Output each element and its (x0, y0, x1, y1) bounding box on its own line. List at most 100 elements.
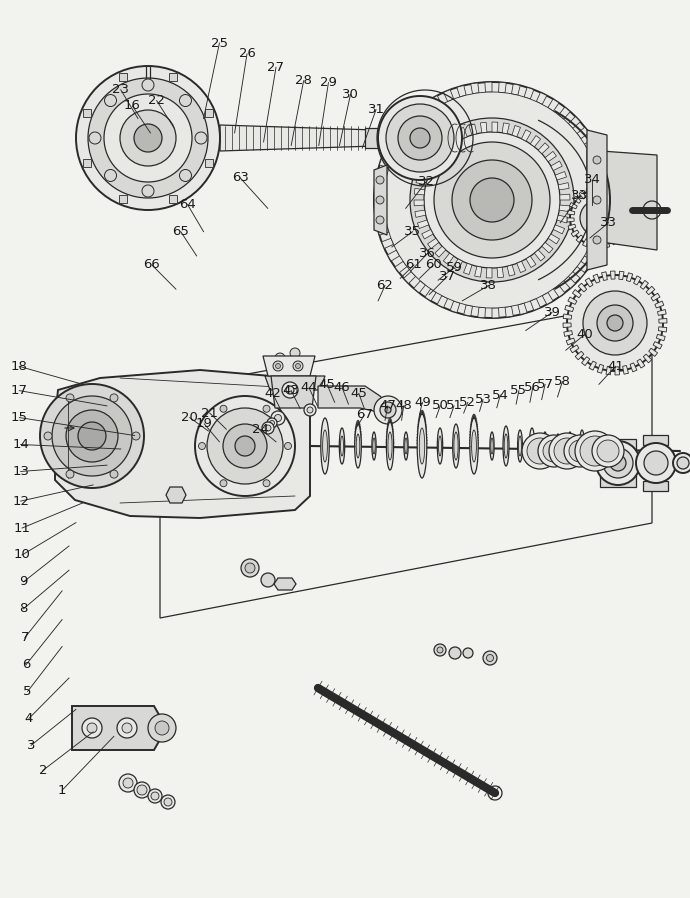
Polygon shape (569, 203, 578, 209)
Circle shape (616, 309, 644, 337)
Polygon shape (606, 366, 611, 374)
Polygon shape (428, 238, 439, 249)
Bar (169, 195, 177, 203)
Ellipse shape (580, 430, 584, 462)
Polygon shape (582, 239, 589, 247)
Polygon shape (404, 271, 415, 284)
Polygon shape (464, 263, 472, 275)
Circle shape (241, 559, 259, 577)
Polygon shape (569, 117, 580, 128)
Polygon shape (597, 219, 608, 228)
Circle shape (270, 420, 275, 426)
Ellipse shape (531, 436, 533, 456)
Ellipse shape (453, 424, 460, 468)
Ellipse shape (581, 437, 583, 455)
Circle shape (66, 394, 74, 402)
Polygon shape (431, 147, 442, 158)
Text: 35: 35 (404, 225, 421, 238)
Text: 47: 47 (380, 400, 396, 412)
Circle shape (66, 471, 74, 478)
Circle shape (567, 275, 663, 371)
Ellipse shape (544, 438, 546, 454)
Polygon shape (621, 221, 629, 226)
Ellipse shape (529, 428, 535, 464)
Circle shape (376, 216, 384, 224)
Polygon shape (553, 285, 565, 297)
Polygon shape (582, 357, 590, 365)
Polygon shape (477, 307, 486, 318)
Polygon shape (417, 220, 428, 228)
Text: 15: 15 (11, 411, 28, 424)
Circle shape (262, 422, 274, 434)
Ellipse shape (372, 432, 376, 460)
Polygon shape (388, 251, 400, 261)
Polygon shape (555, 172, 566, 180)
Polygon shape (408, 111, 420, 124)
Polygon shape (274, 578, 296, 590)
Circle shape (575, 431, 615, 471)
Circle shape (134, 124, 162, 152)
Ellipse shape (405, 438, 407, 454)
Polygon shape (617, 199, 625, 206)
Polygon shape (619, 271, 624, 279)
Polygon shape (271, 376, 316, 408)
Polygon shape (422, 230, 433, 239)
Polygon shape (560, 194, 570, 200)
Polygon shape (585, 278, 593, 287)
Polygon shape (607, 189, 613, 198)
Text: 41: 41 (607, 360, 624, 373)
Circle shape (449, 647, 461, 659)
Circle shape (164, 798, 172, 806)
Polygon shape (567, 218, 574, 222)
Bar (205, 109, 213, 117)
Circle shape (265, 425, 271, 431)
Polygon shape (220, 125, 375, 151)
Text: 31: 31 (368, 103, 384, 116)
Text: 5: 5 (23, 685, 32, 698)
Text: 12: 12 (12, 495, 29, 507)
Circle shape (398, 116, 442, 160)
Polygon shape (518, 304, 527, 314)
Circle shape (374, 82, 610, 318)
Circle shape (89, 132, 101, 144)
Polygon shape (610, 237, 617, 245)
Circle shape (142, 79, 154, 91)
Text: 42: 42 (264, 387, 281, 400)
Circle shape (593, 236, 601, 244)
Circle shape (275, 353, 285, 363)
Polygon shape (416, 177, 427, 185)
Circle shape (593, 196, 601, 204)
Ellipse shape (321, 418, 329, 474)
Circle shape (110, 471, 118, 478)
Circle shape (470, 178, 514, 222)
Polygon shape (637, 359, 645, 368)
Ellipse shape (373, 438, 375, 454)
Circle shape (549, 433, 585, 469)
Text: 67: 67 (356, 409, 373, 421)
Text: 66: 66 (144, 259, 160, 271)
Polygon shape (420, 103, 431, 115)
Ellipse shape (404, 432, 408, 460)
Circle shape (596, 441, 640, 485)
Polygon shape (415, 210, 426, 217)
Text: 9: 9 (19, 576, 28, 588)
Polygon shape (581, 256, 593, 267)
Polygon shape (458, 128, 467, 138)
Polygon shape (553, 224, 564, 233)
Polygon shape (166, 487, 186, 503)
Polygon shape (374, 200, 384, 207)
Text: 61: 61 (406, 259, 422, 271)
Text: 28: 28 (295, 75, 312, 87)
Ellipse shape (355, 424, 362, 468)
Text: 11: 11 (14, 522, 30, 534)
Ellipse shape (388, 432, 392, 460)
Polygon shape (551, 161, 562, 171)
Text: 6: 6 (22, 658, 30, 671)
Text: 54: 54 (492, 389, 509, 401)
Circle shape (293, 361, 303, 371)
Text: 18: 18 (11, 360, 28, 373)
Polygon shape (643, 481, 668, 491)
Text: 13: 13 (12, 465, 29, 478)
Circle shape (195, 396, 295, 496)
Text: 56: 56 (524, 382, 541, 394)
